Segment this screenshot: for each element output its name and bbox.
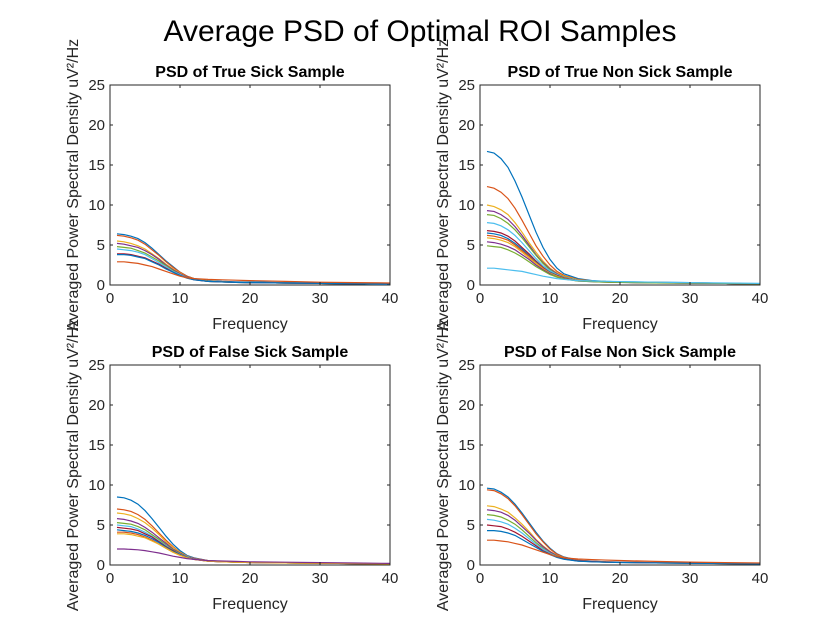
y-tick-label: 0: [97, 557, 105, 574]
y-axis-label: Averaged Power Spectral Density uV²/Hz: [435, 319, 452, 611]
subplot-title: PSD of False Sick Sample: [152, 344, 349, 361]
y-axis-label: Averaged Power Spectral Density uV²/Hz: [435, 39, 452, 331]
subplot-4: 0 10 20 30 40 0 5 10 15 20 25 PSD of False Non Sick…: [435, 319, 768, 613]
subplot-title: PSD of False Non Sick Sample: [504, 344, 736, 361]
x-tick-label: 30: [312, 290, 329, 307]
x-tick-label: 40: [382, 570, 399, 587]
y-tick-label: 25: [458, 77, 475, 94]
x-axis-label: Frequency: [212, 316, 288, 333]
y-axis-label: Averaged Power Spectral Density uV²/Hz: [65, 39, 82, 331]
y-tick-label: 5: [97, 517, 105, 534]
x-tick-label: 30: [682, 570, 699, 587]
x-tick-label: 0: [476, 570, 484, 587]
series-group: [486, 487, 760, 565]
subplot-3: 0 10 20 30 40 0 5 10 15 20 25 PSD of False Sick Sam…: [65, 319, 398, 613]
x-tick-label: 40: [752, 570, 769, 587]
series-group: [486, 150, 760, 285]
x-tick-label: 30: [682, 290, 699, 307]
subplot-2: 0 10 20 30 40 0 5 10 15 20 25 PSD of True Non Sick …: [435, 39, 768, 333]
series-group: [116, 496, 390, 565]
subplot-title: PSD of True Non Sick Sample: [508, 64, 733, 81]
series-group: [116, 233, 390, 285]
series-line-9: [117, 261, 390, 284]
y-tick-label: 15: [88, 437, 105, 454]
x-tick-label: 20: [242, 290, 259, 307]
x-tick-label: 40: [752, 290, 769, 307]
x-axis-label: Frequency: [582, 316, 658, 333]
x-tick-label: 30: [312, 570, 329, 587]
subplot-grid: 0 10 20 30 40 0 5 10 15 20 25 PSD of True Sick Samp…: [65, 39, 768, 613]
x-tick-label: 20: [612, 570, 629, 587]
x-tick-label: 10: [542, 290, 559, 307]
y-tick-label: 25: [88, 357, 105, 374]
x-tick-label: 10: [172, 290, 189, 307]
y-tick-label: 5: [97, 237, 105, 254]
x-tick-label: 10: [542, 570, 559, 587]
y-tick-label: 10: [458, 477, 475, 494]
y-tick-label: 25: [458, 357, 475, 374]
y-tick-label: 10: [88, 197, 105, 214]
x-axis-label: Frequency: [212, 596, 288, 613]
series-line-10: [117, 533, 390, 565]
y-tick-label: 20: [88, 397, 105, 414]
x-tick-label: 0: [106, 290, 114, 307]
x-tick-label: 10: [172, 570, 189, 587]
subplot-title: PSD of True Sick Sample: [155, 64, 345, 81]
y-tick-label: 10: [458, 197, 475, 214]
x-tick-label: 20: [242, 570, 259, 587]
y-axis-label: Averaged Power Spectral Density uV²/Hz: [65, 319, 82, 611]
y-tick-label: 5: [467, 237, 475, 254]
y-tick-label: 15: [88, 157, 105, 174]
y-tick-label: 15: [458, 437, 475, 454]
x-axis-label: Frequency: [582, 596, 658, 613]
x-tick-label: 20: [612, 290, 629, 307]
y-tick-label: 0: [467, 277, 475, 294]
y-tick-label: 5: [467, 517, 475, 534]
y-tick-label: 10: [88, 477, 105, 494]
x-tick-label: 40: [382, 290, 399, 307]
figure-title: Average PSD of Optimal ROI Samples: [164, 15, 677, 48]
x-tick-label: 0: [476, 290, 484, 307]
series-line-9: [487, 539, 760, 564]
series-line-12: [486, 245, 760, 285]
y-tick-label: 20: [88, 117, 105, 134]
x-tick-label: 0: [106, 570, 114, 587]
y-tick-label: 20: [458, 117, 475, 134]
series-line-11: [117, 548, 390, 564]
subplot-1: 0 10 20 30 40 0 5 10 15 20 25 PSD of True Sick Samp…: [65, 39, 398, 333]
y-tick-label: 0: [97, 277, 105, 294]
y-tick-label: 20: [458, 397, 475, 414]
plot-area: [479, 364, 761, 566]
y-tick-label: 0: [467, 557, 475, 574]
y-tick-label: 15: [458, 157, 475, 174]
y-tick-label: 25: [88, 77, 105, 94]
series-line-13: [487, 267, 760, 284]
